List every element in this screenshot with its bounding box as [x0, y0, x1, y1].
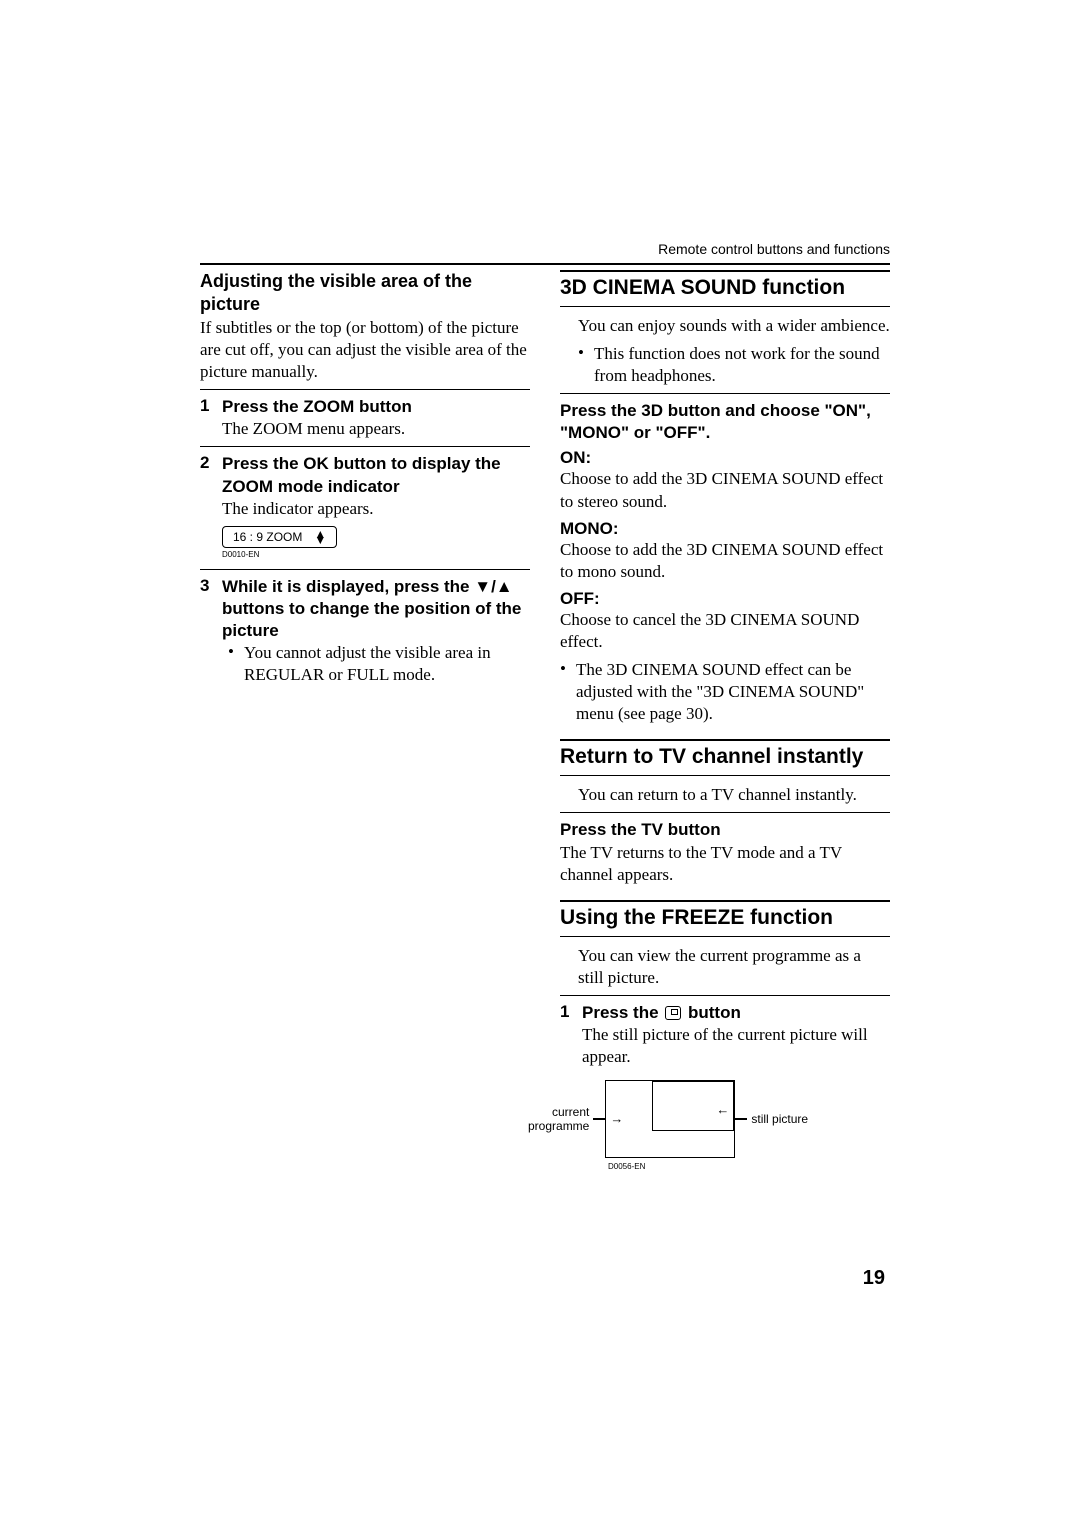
zoom-box: 16 : 9 ZOOM ▲▼	[222, 526, 337, 548]
opt-desc: Choose to add the 3D CINEMA SOUND effect…	[560, 468, 890, 512]
option-mono: MONO: Choose to add the 3D CINEMA SOUND …	[560, 519, 890, 583]
connector-line	[735, 1118, 747, 1120]
step-bullet: • You cannot adjust the visible area in …	[228, 642, 530, 686]
opt-label: MONO:	[560, 519, 890, 539]
step-desc: The ZOOM menu appears.	[222, 418, 530, 440]
cinema-bullet: • This function does not work for the so…	[578, 343, 890, 387]
option-on: ON: Choose to add the 3D CINEMA SOUND ef…	[560, 448, 890, 512]
step-num: 2	[200, 453, 222, 519]
returntv-block: You can return to a TV channel instantly…	[578, 784, 890, 885]
page-header: Remote control buttons and functions	[200, 241, 890, 265]
cinema-heading: 3D CINEMA SOUND function	[560, 270, 890, 307]
page-number: 19	[863, 1267, 885, 1290]
freeze-outer-box: → ←	[605, 1080, 735, 1158]
right-column: 3D CINEMA SOUND function You can enjoy s…	[560, 270, 890, 1171]
freeze-step-1: 1 Press the button The still picture of …	[560, 1002, 890, 1068]
divider	[560, 393, 890, 394]
step-num: 1	[560, 1002, 582, 1068]
option-off: OFF: Choose to cancel the 3D CINEMA SOUN…	[560, 589, 890, 725]
left-subsection-body: If subtitles or the top (or bottom) of t…	[200, 317, 530, 383]
step-1: 1 Press the ZOOM button The ZOOM menu ap…	[200, 396, 530, 440]
step-title: Press the ZOOM button	[222, 396, 530, 418]
zoom-text: 16 : 9 ZOOM	[233, 530, 302, 544]
step-desc: The indicator appears.	[222, 498, 530, 520]
returntv-intro: You can return to a TV channel instantly…	[578, 784, 890, 806]
step-3: 3 While it is displayed, press the ▼/▲ b…	[200, 576, 530, 686]
opt-desc: Choose to cancel the 3D CINEMA SOUND eff…	[560, 609, 890, 653]
freeze-block: You can view the current programme as a …	[578, 945, 890, 1171]
left-subsection-title: Adjusting the visible area of the pictur…	[200, 270, 530, 315]
freeze-label-left: current programme	[528, 1105, 589, 1134]
bullet-text: The 3D CINEMA SOUND effect can be adjust…	[576, 659, 890, 725]
step-desc: The still picture of the current picture…	[582, 1024, 890, 1068]
cinema-block: You can enjoy sounds with a wider ambien…	[578, 315, 890, 725]
step-content: Press the OK button to display the ZOOM …	[222, 453, 530, 519]
divider	[200, 389, 530, 390]
bullet-mark: •	[578, 343, 594, 387]
step-desc: The TV returns to the TV mode and a TV c…	[560, 842, 890, 886]
step-content: While it is displayed, press the ▼/▲ but…	[222, 576, 530, 686]
step-title: Press the OK button to display the ZOOM …	[222, 453, 530, 497]
left-column: Adjusting the visible area of the pictur…	[200, 270, 530, 1171]
freeze-label-right: still picture	[751, 1112, 808, 1126]
step-title: Press the button	[582, 1002, 890, 1024]
opt-label: ON:	[560, 448, 890, 468]
step-num: 1	[200, 396, 222, 440]
divider	[200, 446, 530, 447]
freeze-heading: Using the FREEZE function	[560, 900, 890, 937]
freeze-caption: D0056-EN	[608, 1162, 890, 1171]
header-text: Remote control buttons and functions	[658, 241, 890, 257]
returntv-heading: Return to TV channel instantly	[560, 739, 890, 776]
divider	[200, 569, 530, 570]
freeze-inner-box: ←	[652, 1081, 734, 1131]
zoom-caption: D0010-EN	[222, 550, 530, 559]
freeze-diagram: current programme → ← still picture	[528, 1080, 890, 1158]
zoom-indicator: 16 : 9 ZOOM ▲▼	[222, 526, 530, 548]
bullet-text: This function does not work for the soun…	[594, 343, 890, 387]
content-columns: Adjusting the visible area of the pictur…	[200, 270, 890, 1171]
step-2: 2 Press the OK button to display the ZOO…	[200, 453, 530, 519]
step-title: While it is displayed, press the ▼/▲ but…	[222, 576, 530, 642]
cinema-instruction: Press the 3D button and choose "ON", "MO…	[560, 400, 890, 444]
off-bullet: • The 3D CINEMA SOUND effect can be adju…	[560, 659, 890, 725]
step-num: 3	[200, 576, 222, 686]
opt-label: OFF:	[560, 589, 890, 609]
opt-desc: Choose to add the 3D CINEMA SOUND effect…	[560, 539, 890, 583]
step-content: Press the button The still picture of th…	[582, 1002, 890, 1068]
bullet-text: You cannot adjust the visible area in RE…	[244, 642, 530, 686]
step-title: Press the TV button	[560, 819, 890, 841]
divider	[560, 995, 890, 996]
bullet-mark: •	[560, 659, 576, 725]
returntv-step: Press the TV button The TV returns to th…	[560, 819, 890, 885]
arrow-icon: →	[610, 1111, 623, 1126]
cinema-intro: You can enjoy sounds with a wider ambien…	[578, 315, 890, 337]
up-down-icon: ▲▼	[314, 531, 326, 543]
arrow-icon: ←	[716, 1102, 729, 1117]
bullet-mark: •	[228, 642, 244, 686]
connector-line	[593, 1118, 605, 1120]
divider	[560, 812, 890, 813]
freeze-intro: You can view the current programme as a …	[578, 945, 890, 989]
step-content: Press the ZOOM button The ZOOM menu appe…	[222, 396, 530, 440]
freeze-icon	[665, 1006, 681, 1020]
